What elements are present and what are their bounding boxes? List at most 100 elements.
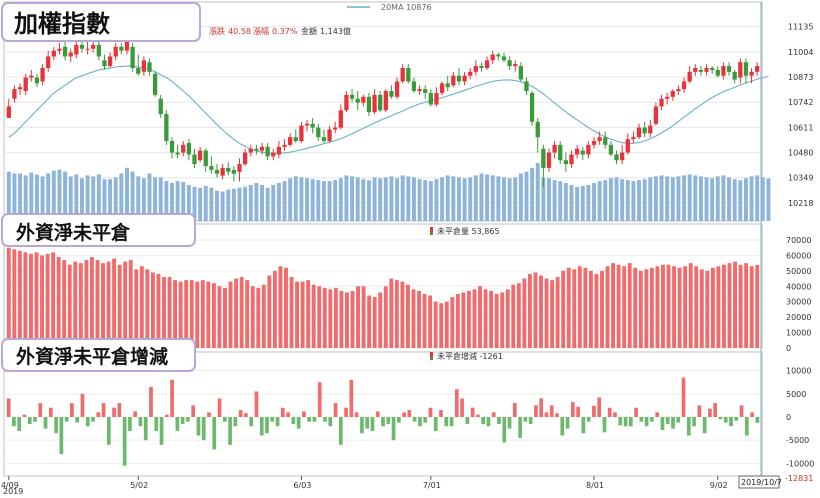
candle-body [34,77,40,84]
oi-bar [345,292,349,348]
candle-body [574,148,580,155]
candle-body [29,75,34,78]
oichange-bar [497,417,501,424]
volume-bar [186,184,191,221]
oichange-bar [217,398,222,417]
candle-body [563,160,569,165]
candle-body [366,96,372,113]
oi-bar [406,284,410,348]
candle-body [231,169,237,174]
candle-body [338,110,343,128]
volume-bar [535,163,540,221]
candle-body [220,167,225,176]
volume-bar [40,176,45,221]
volume-bar [558,181,563,221]
oi-bar [600,270,604,348]
candle-body [546,152,552,168]
oi-bar [311,284,316,348]
price-y-tick: 10480 [788,149,813,158]
oi-bar [317,286,322,348]
oi-bar [361,286,366,348]
price-y-tick: 10218 [788,199,813,208]
oi-bar [433,301,438,348]
oichange-bar [739,405,744,417]
oi-bar [417,290,421,348]
volume-bar [490,175,495,221]
oichange-bar [96,412,101,417]
oi-bar [372,297,377,348]
volume-bar [569,184,574,221]
volume-bar [215,190,219,221]
oi-bar [738,264,743,348]
candle-body [62,46,68,57]
oichange-legend-text: 未平倉增減 -1261 [437,351,503,361]
volume-bar [265,187,270,221]
candle-body [310,123,315,128]
candle-body [479,66,484,68]
oichange-bar [618,417,623,426]
oichange-bar [138,417,143,427]
oi-bar [156,273,161,348]
volume-bar [608,178,613,221]
candle-body [721,66,726,76]
candle-body [169,141,175,153]
volume-bar [231,188,236,221]
oi-bar [62,260,67,348]
oichange-bar [402,412,406,417]
oichange-bar [681,377,686,417]
candle-body [17,87,23,90]
volume-bar [485,174,490,221]
oichange-bar [59,417,64,455]
candle-body [501,56,507,61]
oi-bar [494,294,499,348]
candle-body [344,94,349,111]
candle-body [254,148,259,151]
oichange-bar [259,417,264,436]
oichange-bar [481,417,486,424]
oi-y-tick: 50000 [786,267,811,276]
oichange-bar [512,403,517,417]
oichange-bar [439,410,443,417]
candle-body [265,146,270,157]
volume-bar [282,181,287,221]
volume-bar [552,180,557,221]
oi-bar [173,280,178,348]
oi-bar [655,266,660,348]
volume-bar [327,181,332,221]
oi-bar [40,255,44,348]
oichange-bar [64,417,69,422]
oichange-bar [539,398,544,417]
volume-bar [57,169,62,221]
oichange-bar [254,391,259,417]
candle-body [113,46,118,57]
volume-bar [710,178,715,221]
oichange-bar [623,417,628,427]
price-panel: 10218 10349 10480 10611 10742 10873 11004 11135 [6,23,813,221]
candle-body [648,125,653,134]
candle-body [693,67,698,72]
candle-body [698,69,704,72]
oi-y-tick: 30000 [786,298,811,307]
candle-body [51,50,56,57]
oi-bar [51,252,56,348]
volume-bar [361,179,366,221]
oi-bar [378,292,383,348]
oi-bar [150,272,155,348]
x-tick-label: 5/02 [130,481,148,490]
oi-bar [555,277,560,348]
oichange-bar [117,403,122,417]
price-y-tick: 10873 [788,73,813,82]
oi-bar [106,261,111,348]
volume-bar [580,185,585,221]
oi-bar [444,301,449,348]
volume-bar [727,177,732,221]
oichange-bar [280,407,285,417]
candle-body [670,91,675,97]
oi-bar [611,263,616,348]
volume-bar [479,173,484,221]
volume-bar [321,181,326,221]
oi-title-tag: 外資淨未平倉 [1,213,196,247]
candle-body [203,150,208,167]
oichange-bar [449,417,454,427]
oichange-bar [528,417,533,424]
